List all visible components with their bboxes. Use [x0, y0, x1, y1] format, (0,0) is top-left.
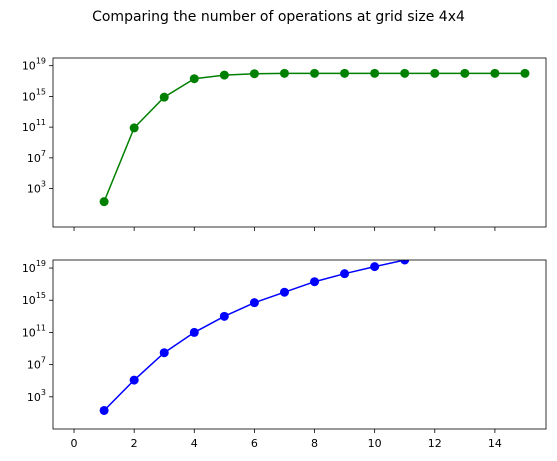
data-point — [520, 235, 529, 244]
bottom-subplot: 103 107 1011 1015 1019 0 2 4 6 8 10 12 14 — [22, 235, 547, 450]
data-point — [310, 68, 320, 78]
series-line — [103, 72, 525, 202]
data-point — [249, 69, 259, 79]
data-point — [340, 269, 350, 279]
data-point — [219, 70, 229, 80]
data-point — [490, 239, 499, 248]
data-point — [460, 244, 469, 253]
x-tick-label: 12 — [428, 437, 442, 450]
data-point — [159, 348, 169, 358]
y-tick-label: 107 — [27, 356, 46, 372]
data-point — [159, 92, 169, 102]
data-point — [189, 74, 199, 84]
y-tick-label: 1019 — [22, 57, 46, 73]
data-point — [430, 249, 439, 258]
data-point — [370, 262, 380, 272]
x-tick-label: 10 — [368, 437, 382, 450]
data-point — [249, 298, 259, 308]
y-tick-label: 1015 — [22, 87, 46, 103]
y-tick-label: 1019 — [22, 259, 46, 275]
x-tick-label: 2 — [131, 437, 138, 450]
x-tick-label: 4 — [191, 437, 198, 450]
x-tick-label: 0 — [71, 437, 78, 450]
data-point — [99, 197, 109, 207]
x-tick-label: 14 — [488, 437, 502, 450]
data-point — [129, 375, 139, 385]
data-point — [279, 287, 289, 297]
data-point — [279, 68, 289, 78]
data-point — [340, 68, 350, 78]
data-point — [219, 311, 229, 321]
data-point — [430, 68, 440, 78]
data-point — [370, 68, 380, 78]
y-tick-label: 1015 — [22, 291, 46, 307]
x-tick-label: 8 — [311, 437, 318, 450]
data-point — [99, 405, 109, 415]
data-point — [129, 123, 139, 133]
y-tick-label: 103 — [27, 180, 46, 196]
data-point — [520, 68, 530, 78]
data-point — [460, 68, 470, 78]
axes-frame — [52, 259, 547, 430]
x-tick-label: 6 — [251, 437, 258, 450]
data-point — [490, 68, 500, 78]
series-line — [103, 260, 409, 412]
y-tick-label: 1011 — [22, 323, 46, 339]
data-point — [400, 260, 410, 265]
top-subplot: 103 107 1011 1015 1019 — [22, 57, 547, 231]
data-point — [400, 68, 410, 78]
data-point — [310, 277, 320, 287]
y-tick-label: 103 — [27, 388, 46, 404]
y-tick-label: 1011 — [22, 118, 46, 134]
data-point — [189, 327, 199, 337]
axes-frame — [52, 57, 547, 228]
y-tick-label: 107 — [27, 149, 46, 165]
figure-title: Comparing the number of operations at gr… — [92, 9, 465, 25]
